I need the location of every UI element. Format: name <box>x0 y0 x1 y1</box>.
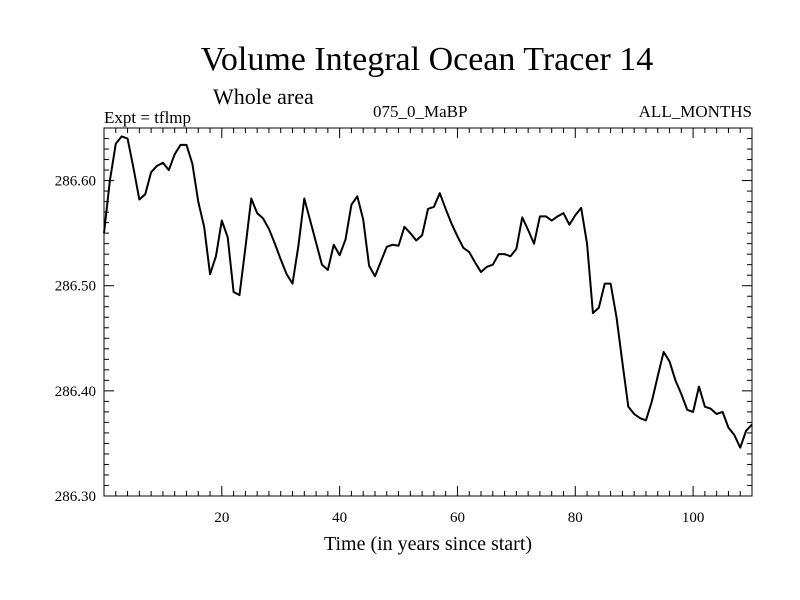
x-axis-label: Time (in years since start) <box>324 533 532 555</box>
y-tick-label: 286.30 <box>55 489 96 505</box>
y-tick-label: 286.50 <box>55 279 96 295</box>
experiment-label: Expt = tflmp <box>104 108 191 127</box>
chart-title: Volume Integral Ocean Tracer 14 <box>201 41 654 78</box>
run-label: 075_0_MaBP <box>373 102 467 121</box>
chart-subtitle: Whole area <box>213 84 314 109</box>
series-line-0 <box>103 135 753 449</box>
plot-frame <box>103 127 753 497</box>
y-tick-label: 286.40 <box>55 384 96 400</box>
x-tick-label: 20 <box>214 510 229 526</box>
x-tick-label: 80 <box>568 510 583 526</box>
axis-ticks <box>104 128 752 496</box>
x-tick-label: 40 <box>332 510 347 526</box>
y-tick-label: 286.60 <box>55 174 96 190</box>
period-label: ALL_MONTHS <box>639 102 752 121</box>
x-tick-label: 60 <box>450 510 465 526</box>
series-group <box>103 135 753 449</box>
axis-tick-labels: 20 40 60 80 100 286.30 286.40 286.50 286.60 <box>55 174 705 526</box>
x-tick-label: 100 <box>682 510 705 526</box>
